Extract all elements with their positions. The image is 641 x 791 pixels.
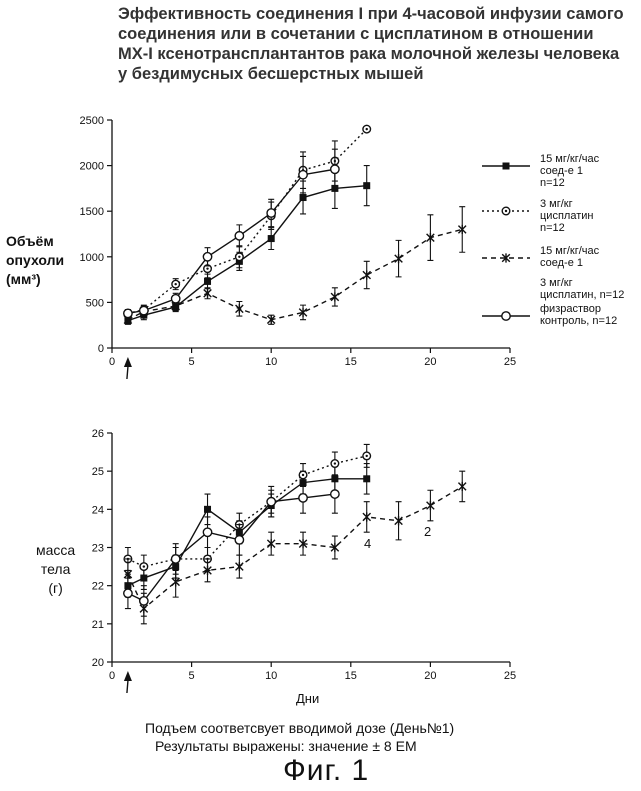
x-tick-label: 10 — [265, 670, 277, 682]
series-line — [128, 456, 367, 567]
marker-circle — [299, 494, 307, 502]
chart2-xlabel: Дни — [296, 690, 319, 707]
marker-square — [363, 475, 370, 482]
series-2 — [124, 444, 370, 578]
chart2-annotations: 42 — [364, 524, 431, 551]
marker-circle-dot-center — [143, 565, 145, 567]
y-tick-label: 26 — [92, 428, 104, 440]
y-tick-label: 21 — [92, 619, 104, 631]
series-4 — [124, 475, 339, 616]
y-tick-label: 20 — [92, 657, 104, 669]
chart2-arrow — [124, 671, 132, 693]
marker-circle — [124, 589, 132, 597]
marker-circle — [171, 555, 179, 563]
chart2-series — [124, 444, 466, 623]
y-tick-label: 24 — [92, 504, 104, 516]
marker-circle — [235, 536, 243, 544]
marker-asterisk — [363, 512, 371, 521]
series-annotation: 2 — [424, 524, 431, 539]
marker-asterisk — [267, 539, 275, 548]
series-annotation: 4 — [364, 536, 371, 551]
marker-circle-dot-center — [302, 474, 304, 476]
x-tick-label: 20 — [424, 670, 436, 682]
x-tick-label: 25 — [504, 670, 516, 682]
y-tick-label: 25 — [92, 466, 104, 478]
marker-circle-dot-center — [334, 462, 336, 464]
y-tick-label: 23 — [92, 543, 104, 555]
dose-arrow-head — [124, 671, 132, 681]
marker-circle — [331, 490, 339, 498]
marker-asterisk — [236, 562, 244, 571]
marker-asterisk — [172, 577, 180, 586]
x-tick-label: 15 — [345, 670, 357, 682]
marker-asterisk — [427, 501, 435, 510]
marker-circle-dot-center — [366, 455, 368, 457]
marker-square — [204, 506, 211, 513]
x-tick-label: 0 — [109, 670, 115, 682]
marker-circle — [203, 528, 211, 536]
marker-circle — [140, 597, 148, 605]
body-mass-chart: 202122232425260510152025 42 — [0, 0, 641, 720]
footer-note-1: Подъем соответсвует вводимой дозе (День№… — [145, 720, 454, 736]
marker-asterisk — [395, 516, 403, 525]
footer-note-2: Результаты выражены: значение ± 8 ЕМ — [155, 738, 417, 754]
y-tick-label: 22 — [92, 581, 104, 593]
series-line — [128, 494, 335, 601]
dose-arrow-shaft — [127, 681, 128, 693]
marker-asterisk — [458, 482, 466, 491]
marker-circle — [267, 498, 275, 506]
figure-caption: Фиг. 1 — [283, 754, 369, 788]
x-tick-label: 5 — [189, 670, 195, 682]
